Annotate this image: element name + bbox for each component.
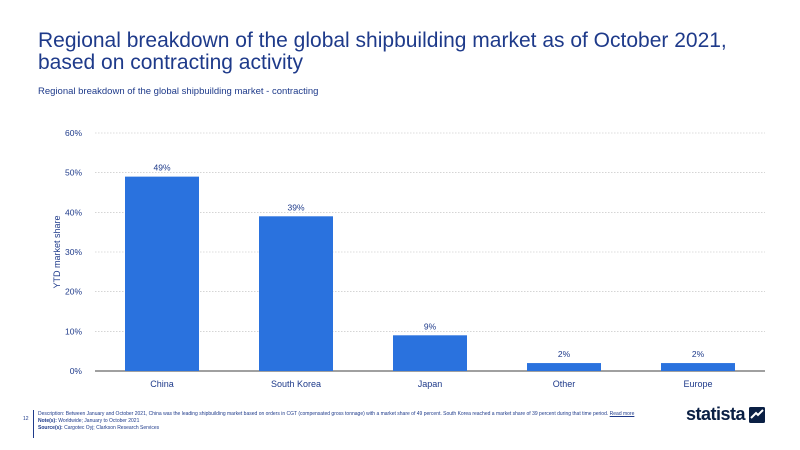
read-more-link[interactable]: Read more [609,411,635,417]
bar [527,363,601,371]
statista-logo-icon [749,406,766,423]
statista-logo[interactable]: statista [686,404,766,425]
chart-title: Regional breakdown of the global shipbui… [38,29,727,74]
notes-text: Worldwide; January to October 2021 [58,418,140,424]
notes-row: Note(s): Worldwide; January to October 2… [38,418,658,425]
page-number: 12 [23,416,29,422]
y-tick-label: 40% [65,207,82,217]
description-text: Between January and October 2021, China … [65,411,609,417]
x-tick-label: Other [553,379,576,389]
x-tick-labels: China South Korea Japan Other Europe [150,379,712,389]
value-labels: 49% 39% 9% 2% 2% [153,163,704,359]
data-label: 49% [153,163,170,173]
x-tick-label: Europe [683,379,712,389]
x-tick-label: China [150,379,174,389]
notes-label: Note(s): [38,418,57,424]
bar-chart: 0% 10% 20% 30% 40% 50% 60% 49% 39% 9% 2% 2% China S… [52,128,765,389]
data-label: 2% [692,349,705,359]
sources-text: Cargotec Oyj; Clarkson Research Services [64,425,160,431]
data-label: 2% [558,349,571,359]
x-tick-label: South Korea [271,379,321,389]
y-tick-labels: 0% 10% 20% 30% 40% 50% 60% [65,128,82,376]
footer-notes: Description: Between January and October… [38,411,658,432]
bar [393,335,467,371]
description-row: Description: Between January and October… [38,411,658,418]
bar [125,176,199,371]
bars [125,176,735,371]
y-tick-label: 10% [65,326,82,336]
y-tick-label: 20% [65,287,82,297]
sources-label: Source(s): [38,425,63,431]
logo-text: statista [686,404,746,424]
y-tick-label: 60% [65,128,82,138]
y-axis-label: YTD market share [52,215,62,288]
sources-row: Source(s): Cargotec Oyj; Clarkson Resear… [38,425,658,432]
y-tick-label: 0% [70,366,83,376]
data-label: 39% [287,202,304,212]
y-tick-label: 30% [65,247,82,257]
x-tick-label: Japan [418,379,443,389]
data-label: 9% [424,321,437,331]
footer-divider [33,410,34,438]
y-tick-label: 50% [65,168,82,178]
bar [661,363,735,371]
bar [259,216,333,371]
chart-subtitle: Regional breakdown of the global shipbui… [38,86,319,97]
description-label: Description: [38,411,65,417]
